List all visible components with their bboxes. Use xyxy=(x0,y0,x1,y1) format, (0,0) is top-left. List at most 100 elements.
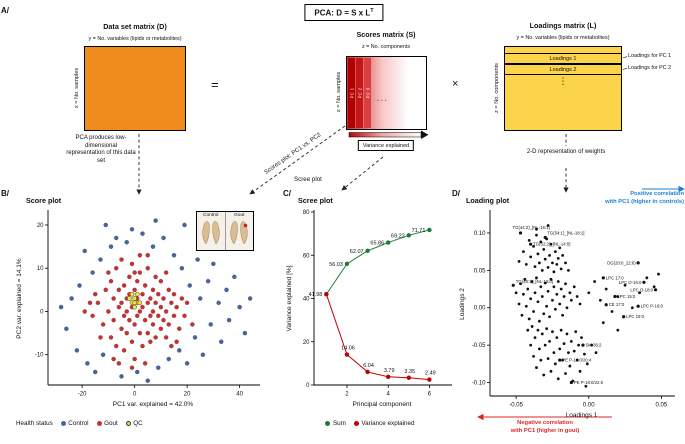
variance-dot-icon xyxy=(353,420,359,426)
svg-text:Loadings 2: Loadings 2 xyxy=(459,288,466,320)
sum-dot-icon xyxy=(325,420,331,426)
inset-gout: Gout xyxy=(226,212,254,250)
arrow-variance-to-screeplot xyxy=(341,156,384,191)
weights-arrow-label: 2-D representation of weights xyxy=(526,149,606,155)
svg-text:TG(54:1)_[NL-18:1]: TG(54:1)_[NL-18:1] xyxy=(547,230,584,235)
legend-item-variance: Variance explained xyxy=(353,420,415,427)
svg-text:PE P-16:0/20:4: PE P-16:0/20:4 xyxy=(562,358,592,363)
scores-matrix-title: Scores matrix (S) xyxy=(356,30,416,39)
svg-text:-0.10: -0.10 xyxy=(472,381,486,387)
gout-dot-icon xyxy=(96,420,102,426)
legend-item-sum: Sum xyxy=(325,420,346,427)
svg-text:60: 60 xyxy=(303,253,310,259)
legend-title: Health status xyxy=(16,420,53,427)
svg-text:20: 20 xyxy=(37,223,44,229)
scree-plot-title: Scree plot xyxy=(298,196,333,205)
score-plot-legend: Health status Control Gout QC xyxy=(16,420,143,427)
pc1-column: PC 1 xyxy=(348,58,355,128)
data-matrix-top-label: y = No. variables (lipids or metabolites… xyxy=(88,36,182,42)
svg-text:LPC 15:0: LPC 15:0 xyxy=(617,294,636,299)
loadings-matrix: Loadings 1 Loadings 2 ⋮ xyxy=(504,46,622,131)
legend-qc-label: QC xyxy=(133,420,143,427)
pca-produces-text: PCA produces low-dimensional representat… xyxy=(66,135,136,164)
equation-text: PCA: D = S x L xyxy=(314,8,371,18)
callout-line-pc2 xyxy=(622,67,628,70)
svg-text:-10: -10 xyxy=(35,353,44,359)
svg-text:LPC 17:0: LPC 17:0 xyxy=(606,275,625,280)
equals-operator: = xyxy=(211,77,219,92)
legend-item-gout: Gout xyxy=(96,420,118,427)
svg-text:10: 10 xyxy=(37,266,44,272)
legend-control-label: Control xyxy=(68,420,89,427)
svg-text:0.00: 0.00 xyxy=(583,403,595,409)
svg-text:-0.05: -0.05 xyxy=(509,403,523,409)
feet-inset: Control Gout xyxy=(196,211,254,251)
svg-text:0.10: 0.10 xyxy=(474,231,486,237)
legend-sum-label: Sum xyxy=(332,420,346,427)
svg-text:71.71: 71.71 xyxy=(412,228,426,234)
qc-dot-icon xyxy=(125,420,131,426)
svg-text:0: 0 xyxy=(306,383,310,389)
svg-text:40: 40 xyxy=(303,297,310,303)
svg-text:PE P-18:0/22:6: PE P-18:0/22:6 xyxy=(574,380,604,385)
variance-bar-arrowhead xyxy=(421,130,429,139)
svg-text:PC1 var. explained = 42.0%: PC1 var. explained = 42.0% xyxy=(113,401,194,408)
svg-text:LPC O-18:0: LPC O-18:0 xyxy=(630,287,653,292)
svg-text:69.22: 69.22 xyxy=(391,233,405,239)
pc2-column: PC 2 xyxy=(356,58,363,128)
loadings-callout-pc1: Loadings for PC 1 xyxy=(628,53,672,59)
svg-text:20: 20 xyxy=(184,392,191,398)
equation-superscript: T xyxy=(370,7,374,14)
svg-text:80: 80 xyxy=(303,210,310,216)
variance-explained-box: Variance explained xyxy=(357,140,415,151)
svg-text:6.04: 6.04 xyxy=(363,363,374,369)
legend-item-qc: QC xyxy=(125,420,143,427)
times-operator: × xyxy=(452,78,459,90)
svg-text:Principal component: Principal component xyxy=(353,401,412,408)
data-matrix xyxy=(84,46,186,131)
loadings-callout-pc2: Loadings for PC 2 xyxy=(628,65,672,71)
svg-text:LPC P-16:0: LPC P-16:0 xyxy=(641,304,664,309)
gout-inflammation-mark xyxy=(243,223,248,228)
loading-plot-title: Loading plot xyxy=(466,196,510,205)
arrow-scores-to-scoreplot xyxy=(249,125,346,195)
score-plot-title: Score plot xyxy=(26,196,62,205)
scree-plot-arrow-label: Scree plot xyxy=(294,176,322,183)
svg-text:65.86: 65.86 xyxy=(370,241,384,247)
svg-text:56.03: 56.03 xyxy=(329,262,343,268)
inset-control-label: Control xyxy=(203,213,219,218)
svg-text:0.05: 0.05 xyxy=(656,403,668,409)
svg-text:3.79: 3.79 xyxy=(384,368,395,374)
svg-text:TG(48:1)_[NL-16:0]: TG(48:1)_[NL-16:0] xyxy=(516,279,553,284)
svg-text:Variance explained [%]: Variance explained [%] xyxy=(286,265,293,331)
svg-text:41.98: 41.98 xyxy=(309,292,323,298)
svg-text:TG(44:2)_[NL-16:1]: TG(44:2)_[NL-16:1] xyxy=(513,225,550,230)
scores-matrix-top-label: z = No. components xyxy=(361,44,411,50)
callout-line-pc1 xyxy=(622,56,628,59)
svg-text:0: 0 xyxy=(133,392,137,398)
scree-plot-legend: Sum Variance explained xyxy=(282,420,458,427)
positive-correlation-line2: with PC1 (higher in controls) xyxy=(605,198,684,205)
svg-text:CE 17:0: CE 17:0 xyxy=(609,302,625,307)
legend-variance-label: Variance explained xyxy=(361,420,415,427)
control-dot-icon xyxy=(60,420,66,426)
svg-text:LPC O-16:0: LPC O-16:0 xyxy=(619,280,642,285)
svg-text:LPC 19:0: LPC 19:0 xyxy=(626,314,645,319)
svg-text:40: 40 xyxy=(236,392,243,398)
svg-text:2: 2 xyxy=(345,392,349,398)
svg-text:Loadings 1: Loadings 1 xyxy=(566,412,598,419)
equation-box: PCA: D = S x LT xyxy=(304,4,384,21)
positive-correlation-line1: Positive correlation xyxy=(630,191,684,197)
svg-text:-0.05: -0.05 xyxy=(472,343,486,349)
negative-correlation-annotation: Negative correlation with PC1 (higher in… xyxy=(475,420,615,436)
svg-text:DG(20:0_22:6): DG(20:0_22:6) xyxy=(607,260,636,265)
svg-text:-20: -20 xyxy=(78,392,87,398)
negative-correlation-line1: Negative correlation xyxy=(517,420,573,426)
panel-c-label: C/ xyxy=(283,189,291,198)
loadings-matrix-top-label: y = No. variables (lipids or metabolites… xyxy=(516,35,610,41)
panel-b-label: B/ xyxy=(1,189,9,198)
gout-feet-image xyxy=(230,221,248,245)
